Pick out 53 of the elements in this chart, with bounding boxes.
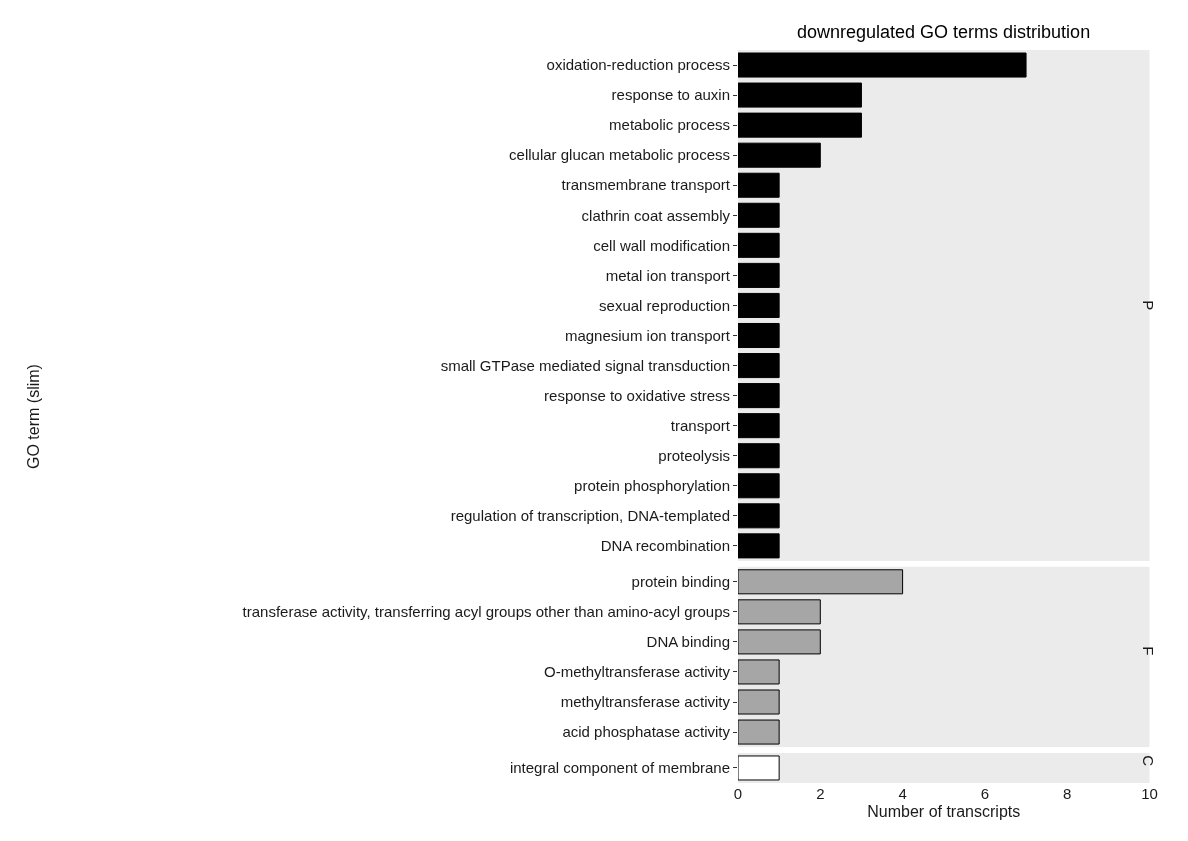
- y-tick-label: DNA recombination: [600, 537, 730, 555]
- bar: [738, 142, 821, 168]
- bar: [738, 292, 780, 318]
- y-tick-label: sexual reproduction: [599, 296, 730, 314]
- y-tick-label: integral component of membrane: [509, 759, 730, 777]
- bar: [738, 262, 780, 288]
- annotation: F: [1139, 646, 1157, 656]
- y-tick-label: transferase activity, transferring acyl groups other than amino-acyl groups: [242, 603, 730, 621]
- y-tick-label: response to auxin: [611, 86, 730, 104]
- y-tick-label: methyltransferase activity: [560, 693, 731, 711]
- bar: [738, 413, 780, 439]
- y-tick-label: magnesium ion transport: [564, 326, 731, 344]
- chart-title: downregulated GO terms distribution: [797, 22, 1091, 42]
- bar: [738, 202, 780, 228]
- y-tick-label: small GTPase mediated signal transduction: [440, 356, 730, 374]
- y-tick-label: cell wall modification: [593, 236, 730, 254]
- y-tick-label: cellular glucan metabolic process: [509, 146, 730, 164]
- x-tick-label: 6: [980, 785, 990, 802]
- y-tick-label: transmembrane transport: [561, 176, 731, 194]
- bar: [738, 353, 780, 379]
- x-tick-label: 8: [1063, 785, 1072, 802]
- y-tick-label: DNA binding: [646, 633, 730, 651]
- bar: [738, 172, 780, 198]
- bar: [738, 322, 780, 349]
- bar: [738, 232, 780, 258]
- bar: [738, 383, 780, 409]
- bar: [738, 82, 862, 108]
- bar: [738, 503, 780, 529]
- y-tick-label: acid phosphatase activity: [562, 723, 731, 741]
- y-tick-label: regulation of transcription, DNA-templated: [450, 507, 730, 525]
- y-axis-title: GO term (slim): [24, 364, 42, 469]
- y-tick-label: oxidation-reduction process: [546, 56, 730, 74]
- bar: [738, 443, 780, 469]
- x-tick-label: 2: [816, 785, 825, 802]
- x-tick-label: 0: [733, 785, 743, 802]
- x-axis-title: Number of transcripts: [867, 802, 1021, 820]
- y-tick-label: protein binding: [631, 573, 730, 591]
- x-tick-label: 10: [1141, 785, 1158, 802]
- y-tick-label: response to oxidative stress: [544, 386, 730, 404]
- bar: [738, 473, 780, 499]
- x-tick-label: 4: [898, 785, 907, 802]
- y-tick-label: O-methyltransferase activity: [544, 663, 731, 681]
- annotation: P: [1139, 300, 1157, 311]
- annotation: C: [1139, 755, 1157, 767]
- y-tick-label: protein phosphorylation: [574, 477, 730, 495]
- y-tick-label: clathrin coat assembly: [581, 206, 731, 224]
- bar: [738, 112, 862, 138]
- bar: [738, 52, 1027, 78]
- y-tick-label: metal ion transport: [605, 266, 731, 284]
- bar: [738, 533, 780, 559]
- y-tick-label: metabolic process: [609, 116, 730, 134]
- y-tick-label: proteolysis: [658, 446, 730, 464]
- y-tick-label: transport: [670, 416, 731, 434]
